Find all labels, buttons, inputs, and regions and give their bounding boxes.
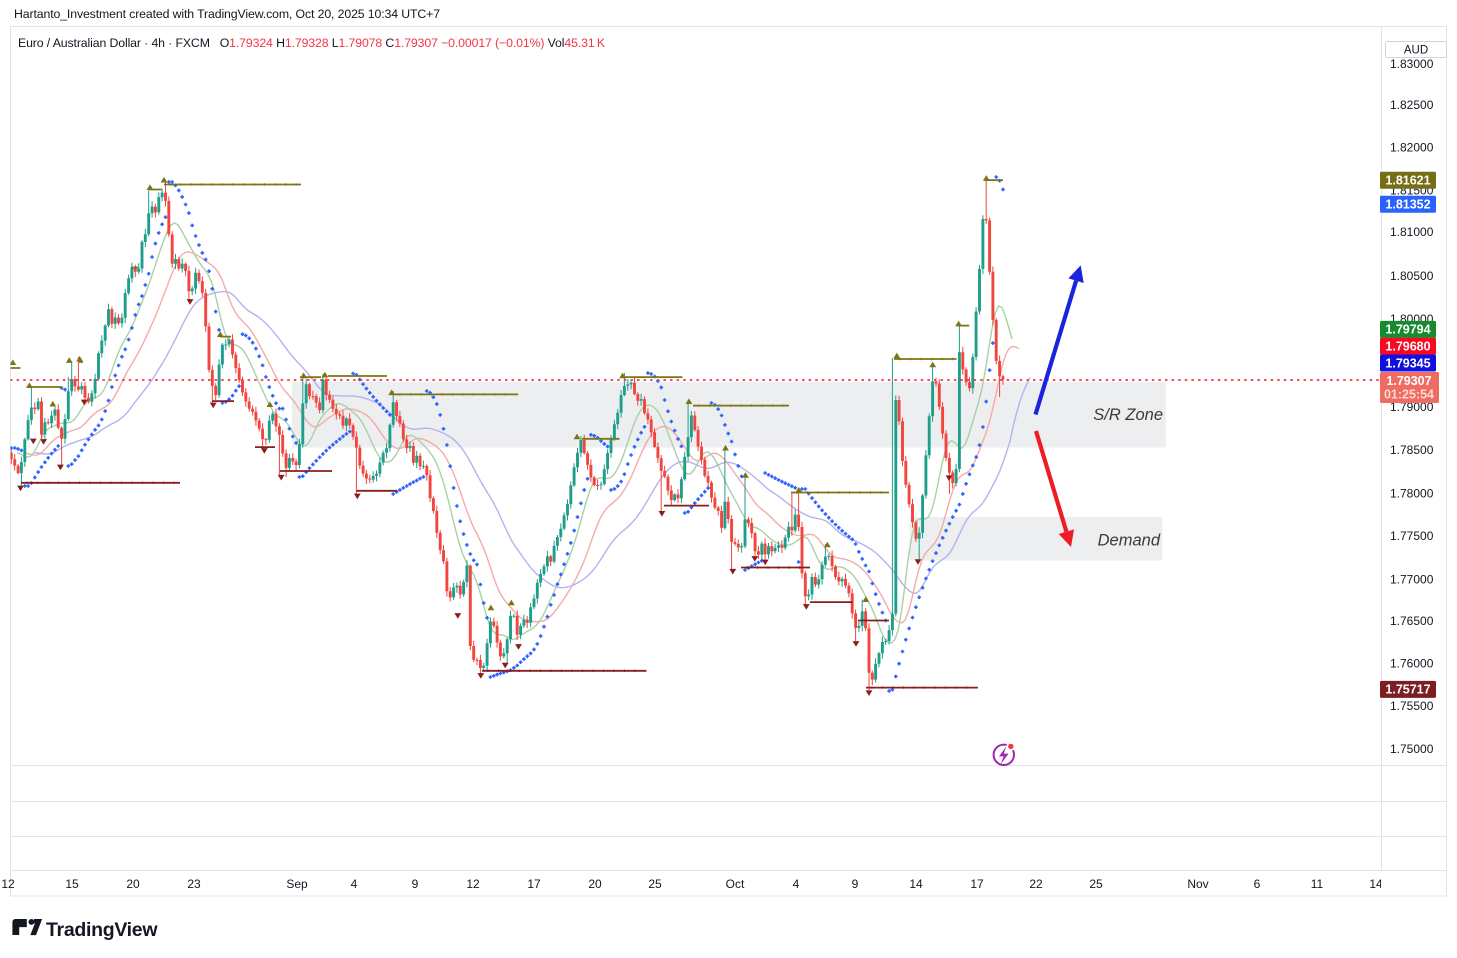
svg-text:12: 12 (1, 877, 15, 891)
svg-text:1.76000: 1.76000 (1390, 657, 1434, 671)
svg-text:1.81352: 1.81352 (1385, 198, 1430, 212)
svg-text:1.78500: 1.78500 (1390, 443, 1434, 457)
svg-text:25: 25 (648, 877, 662, 891)
svg-text:TradingView: TradingView (46, 919, 158, 941)
svg-text:17: 17 (527, 877, 541, 891)
svg-text:22: 22 (1029, 877, 1043, 891)
svg-text:14: 14 (909, 877, 923, 891)
svg-text:AUD: AUD (1404, 45, 1428, 57)
svg-text:1.81000: 1.81000 (1390, 225, 1434, 239)
svg-text:1.76500: 1.76500 (1390, 614, 1434, 628)
svg-text:1.81621: 1.81621 (1385, 174, 1430, 188)
svg-text:17: 17 (970, 877, 984, 891)
svg-text:4: 4 (793, 877, 800, 891)
svg-text:15: 15 (65, 877, 79, 891)
svg-text:Oct: Oct (726, 877, 745, 891)
svg-text:9: 9 (412, 877, 419, 891)
svg-text:23: 23 (187, 877, 201, 891)
svg-text:1.83000: 1.83000 (1390, 57, 1434, 71)
svg-text:1.78000: 1.78000 (1390, 486, 1434, 500)
svg-text:1.77000: 1.77000 (1390, 572, 1434, 586)
svg-text:1.82500: 1.82500 (1390, 98, 1434, 112)
svg-text:Demand: Demand (1098, 532, 1161, 550)
svg-text:1.79680: 1.79680 (1385, 340, 1430, 354)
svg-text:1.79307: 1.79307 (1386, 374, 1431, 388)
svg-text:4: 4 (351, 877, 358, 891)
svg-text:1.75717: 1.75717 (1385, 683, 1430, 697)
svg-text:14: 14 (1369, 877, 1383, 891)
svg-text:1.82000: 1.82000 (1390, 141, 1434, 155)
svg-text:9: 9 (852, 877, 859, 891)
svg-text:Sep: Sep (286, 877, 308, 891)
svg-text:11: 11 (1311, 877, 1324, 891)
svg-text:S/R Zone: S/R Zone (1093, 406, 1163, 424)
svg-text:1.77500: 1.77500 (1390, 529, 1434, 543)
svg-text:1.75500: 1.75500 (1390, 699, 1434, 713)
svg-text:Nov: Nov (1187, 877, 1208, 891)
svg-text:1.79345: 1.79345 (1385, 356, 1430, 370)
svg-text:1.80500: 1.80500 (1390, 269, 1434, 283)
svg-text:1.79000: 1.79000 (1390, 400, 1434, 414)
svg-text:6: 6 (1254, 877, 1261, 891)
svg-text:20: 20 (588, 877, 602, 891)
svg-text:1.75000: 1.75000 (1390, 742, 1434, 756)
svg-text:20: 20 (126, 877, 140, 891)
svg-text:25: 25 (1089, 877, 1103, 891)
svg-text:01:25:54: 01:25:54 (1384, 388, 1434, 402)
svg-text:12: 12 (466, 877, 480, 891)
svg-text:1.79794: 1.79794 (1385, 323, 1430, 337)
